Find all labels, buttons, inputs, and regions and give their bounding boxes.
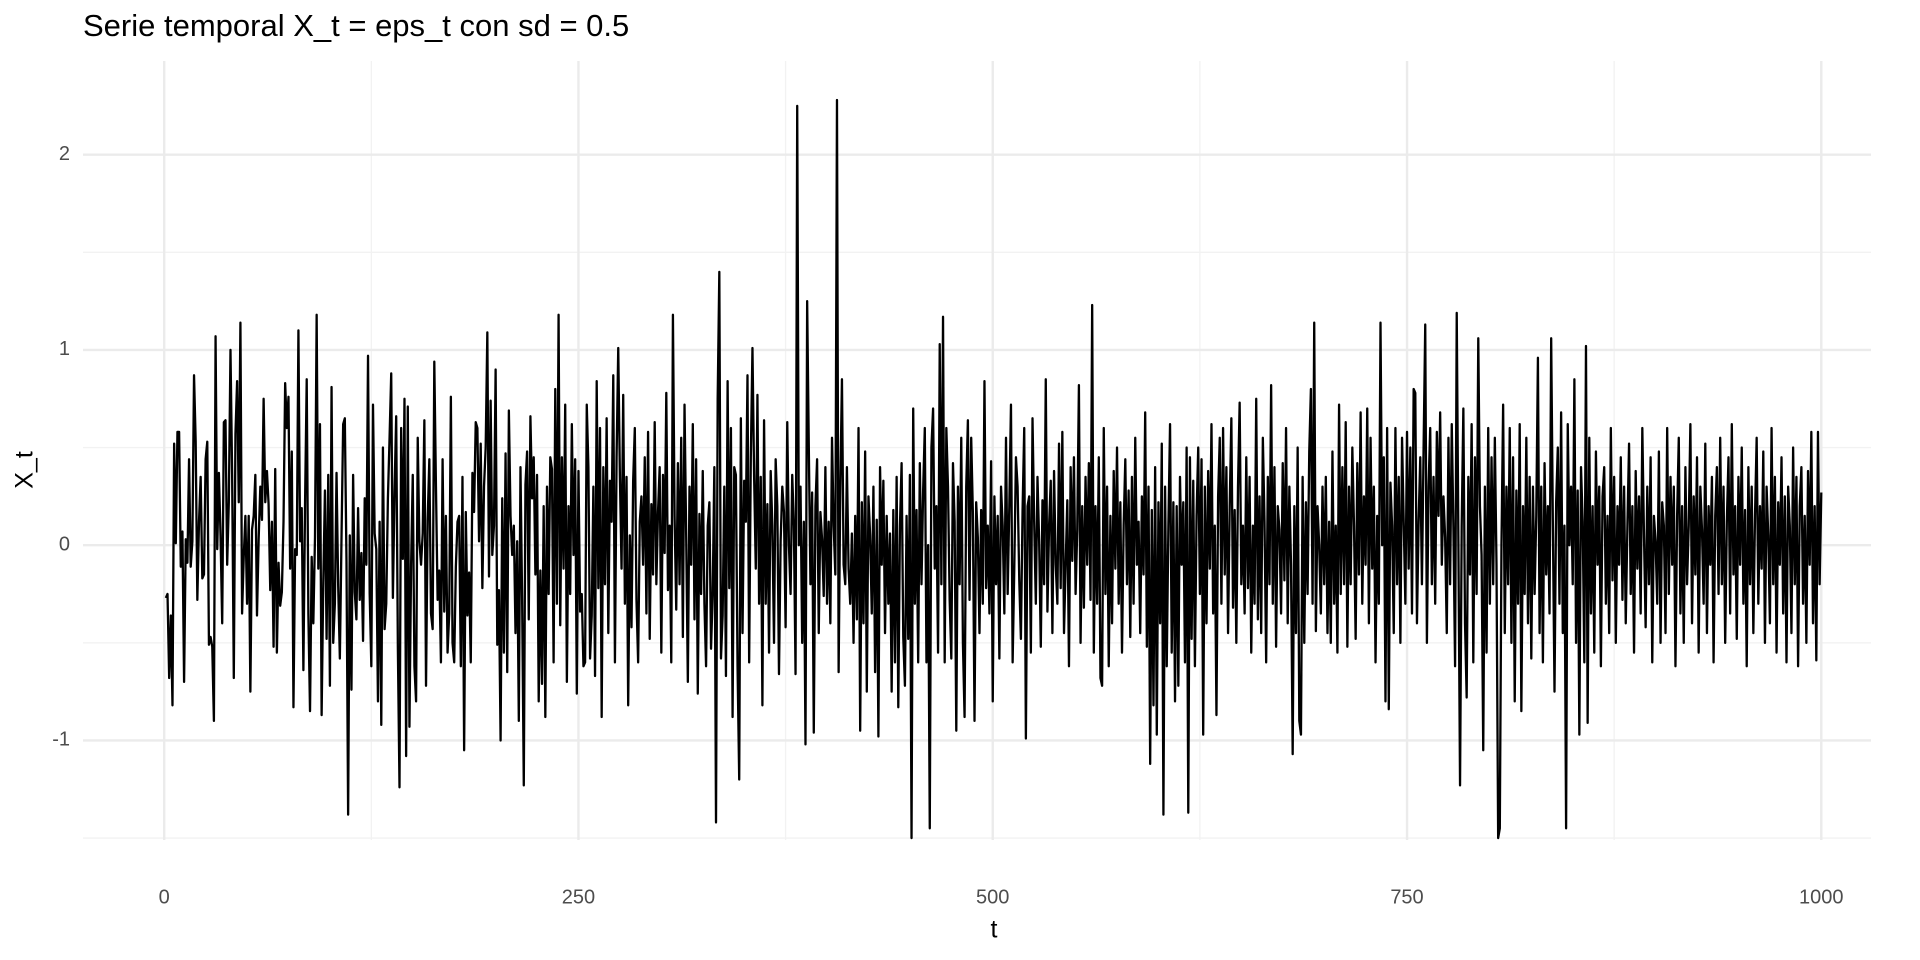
x-axis-label: t <box>991 916 998 944</box>
x-tick-label: 250 <box>562 886 595 908</box>
x-tick-label: 750 <box>1390 886 1423 908</box>
y-tick-label: 0 <box>59 533 70 555</box>
y-tick-label: 2 <box>59 143 70 165</box>
y-tick-label: 1 <box>59 338 70 360</box>
y-axis-label: X_t <box>11 451 39 489</box>
series-line <box>164 98 1823 840</box>
chart-title: Serie temporal X_t = eps_t con sd = 0.5 <box>83 8 629 43</box>
x-tick-label: 1000 <box>1799 886 1844 908</box>
x-tick-label: 500 <box>976 886 1009 908</box>
y-tick-label: -1 <box>52 729 70 751</box>
x-tick-label: 0 <box>159 886 170 908</box>
